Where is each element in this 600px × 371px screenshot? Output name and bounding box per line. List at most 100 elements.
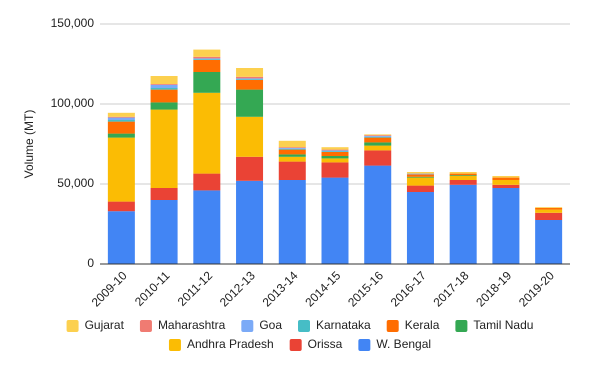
bar-segment bbox=[364, 136, 392, 138]
bar-segment bbox=[321, 152, 349, 156]
x-tick-label: 2015-16 bbox=[345, 268, 386, 309]
legend-swatch bbox=[139, 320, 152, 332]
bar-segment bbox=[193, 173, 221, 191]
x-tick-label: 2019-20 bbox=[516, 268, 557, 309]
x-tick-label: 2018-19 bbox=[473, 268, 514, 309]
legend-swatch bbox=[66, 320, 79, 332]
bar-segment bbox=[364, 137, 392, 143]
bar-segment bbox=[236, 89, 264, 117]
x-tick-label: 2012-13 bbox=[217, 268, 258, 309]
bar-segment bbox=[193, 60, 221, 72]
bar-segment bbox=[492, 180, 520, 185]
legend-swatch bbox=[455, 320, 468, 332]
legend-swatch bbox=[358, 339, 371, 351]
legend-row: Gujarat Maharashtra Goa Karnataka Kerala Tami… bbox=[66, 318, 533, 332]
bar-segment bbox=[278, 156, 306, 162]
x-tick-label: 2014-15 bbox=[302, 268, 343, 309]
bar-segment bbox=[364, 150, 392, 166]
legend-label: Maharashtra bbox=[158, 318, 226, 332]
bar-segment bbox=[321, 150, 349, 152]
bar-segment bbox=[150, 102, 178, 110]
bar-segment bbox=[278, 180, 306, 264]
bar-segment bbox=[150, 109, 178, 188]
bar-segment bbox=[193, 72, 221, 93]
bar-segment bbox=[236, 156, 264, 181]
bar-segment bbox=[321, 151, 349, 152]
x-tick-label: 2013-14 bbox=[260, 268, 301, 309]
y-axis-label: Volume (MT) bbox=[22, 110, 36, 179]
y-tick-label: 50,000 bbox=[57, 176, 94, 190]
x-tick-label: 2010-11 bbox=[132, 268, 173, 309]
y-tick-label: 100,000 bbox=[51, 96, 95, 110]
legend-label: Tamil Nadu bbox=[473, 318, 533, 332]
bar-segment bbox=[150, 84, 178, 85]
legend-swatch bbox=[386, 320, 399, 332]
bar-segment bbox=[492, 176, 520, 178]
bar-segment bbox=[321, 158, 349, 163]
bar-segment bbox=[449, 176, 477, 180]
bar-segment bbox=[107, 120, 135, 122]
bar-segment bbox=[150, 188, 178, 200]
bar-segment bbox=[321, 162, 349, 178]
x-tick-label: 2009-10 bbox=[89, 268, 130, 309]
bar-segment bbox=[193, 92, 221, 174]
bar-segment bbox=[150, 89, 178, 103]
x-tick-label: 2011-12 bbox=[175, 268, 216, 309]
bar-segment bbox=[449, 175, 477, 176]
y-tick-label: 150,000 bbox=[51, 16, 95, 30]
bar-segment bbox=[107, 116, 135, 118]
bar-segment bbox=[364, 145, 392, 151]
bar-segment bbox=[278, 154, 306, 157]
bar-segment bbox=[535, 220, 563, 264]
bar-segment bbox=[107, 133, 135, 138]
bar-segment bbox=[236, 76, 264, 79]
bar-segment bbox=[364, 135, 392, 136]
bar-segment bbox=[449, 173, 477, 176]
bar-segment bbox=[321, 147, 349, 150]
bar-segment bbox=[535, 209, 563, 213]
bar-segment bbox=[278, 148, 306, 150]
bar-segment bbox=[449, 172, 477, 174]
bar-segment bbox=[193, 49, 221, 57]
bar-segment bbox=[150, 200, 178, 264]
bar-segment bbox=[364, 134, 392, 136]
bar-segment bbox=[236, 80, 264, 90]
bar-segment bbox=[278, 161, 306, 180]
bar-segment bbox=[236, 68, 264, 77]
bar-segment bbox=[492, 177, 520, 180]
bar-segment bbox=[321, 177, 349, 264]
bar-segment bbox=[278, 140, 306, 148]
bar-segment bbox=[278, 149, 306, 155]
bar-segment bbox=[193, 56, 221, 59]
bar-segment bbox=[406, 176, 434, 178]
bar-segment bbox=[193, 59, 221, 60]
bar-segment bbox=[406, 173, 434, 175]
bar-segment bbox=[535, 207, 563, 208]
bar-segment bbox=[107, 211, 135, 264]
legend-swatch bbox=[241, 320, 254, 332]
bar-segment bbox=[535, 208, 563, 210]
bar-segment bbox=[364, 165, 392, 264]
legend-label: Karnataka bbox=[316, 318, 371, 332]
legend-label: Goa bbox=[259, 318, 282, 332]
bar-segment bbox=[107, 137, 135, 202]
legend-label: Orissa bbox=[308, 337, 343, 351]
bar-segment bbox=[107, 121, 135, 134]
legend-label: Andhra Pradesh bbox=[187, 337, 274, 351]
bar-segment bbox=[449, 184, 477, 264]
bar-segment bbox=[236, 180, 264, 264]
y-tick-label: 0 bbox=[87, 256, 94, 270]
bar-segment bbox=[321, 156, 349, 159]
x-tick-label: 2016-17 bbox=[388, 268, 429, 309]
bar-segment bbox=[406, 177, 434, 186]
bar-segment bbox=[278, 147, 306, 148]
bar-segment bbox=[236, 79, 264, 80]
bar-segment bbox=[364, 136, 392, 137]
bar-segment bbox=[492, 184, 520, 188]
bar-segment bbox=[278, 148, 306, 149]
bar-segment bbox=[150, 76, 178, 84]
bar-segment bbox=[406, 174, 434, 177]
legend-swatch bbox=[289, 339, 302, 351]
bar-segment bbox=[236, 78, 264, 80]
